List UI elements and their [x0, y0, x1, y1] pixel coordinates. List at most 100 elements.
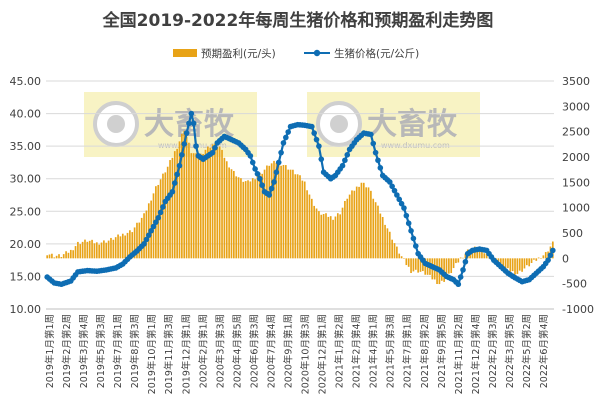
profit-bar [457, 258, 460, 263]
y-left-tick-label: 10.00 [10, 303, 42, 316]
profit-bar [542, 255, 545, 259]
profit-bar [306, 190, 308, 259]
price-point [344, 152, 351, 158]
x-tick-label: 2019年11月第3周 [163, 314, 175, 394]
y-left-tick-label: 35.00 [10, 140, 42, 153]
price-point [259, 182, 266, 189]
profit-bar [266, 165, 268, 259]
price-point [460, 267, 466, 273]
price-point [254, 171, 261, 177]
profit-bar [223, 157, 226, 259]
price-point [148, 228, 154, 234]
profit-bar [228, 167, 230, 259]
y-right-tick-label: 500 [562, 227, 583, 240]
price-point [368, 131, 374, 138]
profit-bar [69, 249, 72, 259]
profit-bar [348, 194, 351, 259]
x-tick-label: 2021年9月第5周 [436, 314, 448, 388]
price-point [339, 162, 346, 169]
x-tick-label: 2019年8月第3周 [129, 314, 141, 388]
x-tick-label: 2020年9月第1周 [283, 314, 295, 388]
profit-bar [58, 254, 60, 259]
price-point [268, 185, 275, 192]
profit-bar [211, 144, 214, 259]
profit-bar [452, 258, 455, 269]
y-right-tick-label: 0 [562, 252, 569, 265]
y-right-tick-label: 2500 [562, 126, 590, 139]
profit-bar [358, 186, 360, 259]
profit-bar [549, 246, 552, 259]
profit-bar [254, 179, 256, 259]
profit-bar [129, 230, 131, 259]
profit-bar [74, 246, 77, 259]
profit-bar [79, 244, 82, 259]
price-point [370, 140, 377, 147]
profit-bar [507, 258, 509, 269]
x-tick-label: 2019年12月第1周 [180, 314, 192, 394]
profit-bar [509, 258, 512, 272]
price-point [313, 136, 320, 143]
chart-title: 全国2019-2022年每周生猪价格和预期盈利走势图 [102, 10, 494, 31]
profit-bar [53, 257, 56, 259]
profit-bar [365, 187, 367, 259]
profit-bar [388, 231, 391, 259]
x-tick-label: 2019年1月第1周 [44, 314, 56, 388]
y-right-tick-label: -500 [562, 278, 587, 291]
price-point [278, 149, 284, 156]
profit-bar [325, 213, 327, 259]
profit-bar [181, 133, 183, 259]
profit-bar [540, 258, 542, 259]
price-point [179, 152, 185, 158]
watermark-site: www.dxumu.com [381, 141, 450, 150]
price-point [316, 143, 322, 149]
price-point [547, 252, 554, 259]
price-point [455, 281, 462, 288]
profit-bar [277, 162, 280, 259]
price-point [396, 196, 403, 203]
price-point [171, 180, 178, 186]
profit-bar [81, 241, 84, 259]
y-left-tick-label: 30.00 [10, 173, 42, 186]
profit-bar [398, 253, 401, 259]
watermark-logo-eye-icon [330, 115, 348, 133]
profit-bar [133, 227, 136, 259]
profit-bar [237, 177, 240, 259]
profit-bar [247, 180, 249, 259]
profit-bar [339, 214, 341, 259]
profit-bar [379, 213, 382, 259]
x-axis: 2019年1月第1周 2019年2月第2周 2019年3月第4周 2019年5月第3周… [44, 308, 554, 394]
price-point [145, 232, 152, 238]
profit-bar [164, 172, 167, 259]
watermark-site: www.dxumu.com [158, 141, 227, 150]
x-tick-label: 2021年4月第1周 [368, 314, 380, 388]
profit-bar [119, 236, 122, 259]
profit-bar [242, 181, 245, 259]
profit-bar [455, 258, 457, 264]
profit-bar [275, 162, 278, 259]
x-tick-label: 2022年3月第5周 [504, 314, 516, 388]
profit-bar [362, 182, 365, 259]
profit-bar [259, 172, 261, 259]
profit-bar [93, 243, 96, 259]
price-point [412, 243, 419, 249]
profit-bar [341, 207, 344, 259]
profit-bar [225, 161, 228, 259]
profit-bar [166, 166, 169, 259]
profit-bar [190, 153, 193, 259]
x-tick-label: 2022年5月第2周 [521, 314, 533, 388]
price-point [176, 162, 183, 169]
profit-bar [230, 169, 233, 259]
profit-bar [332, 219, 334, 259]
x-tick-label: 2019年3月第4周 [78, 314, 90, 388]
line-series [44, 110, 556, 288]
profit-bar [419, 258, 422, 272]
price-point [266, 192, 273, 198]
profit-bar [183, 130, 186, 259]
profit-bar [48, 254, 51, 259]
price-point [143, 236, 150, 243]
x-tick-label: 2021年2月第4周 [351, 314, 363, 388]
price-point [169, 188, 176, 195]
profit-bar [91, 239, 93, 259]
price-point [391, 187, 398, 194]
profit-bar [523, 258, 526, 269]
